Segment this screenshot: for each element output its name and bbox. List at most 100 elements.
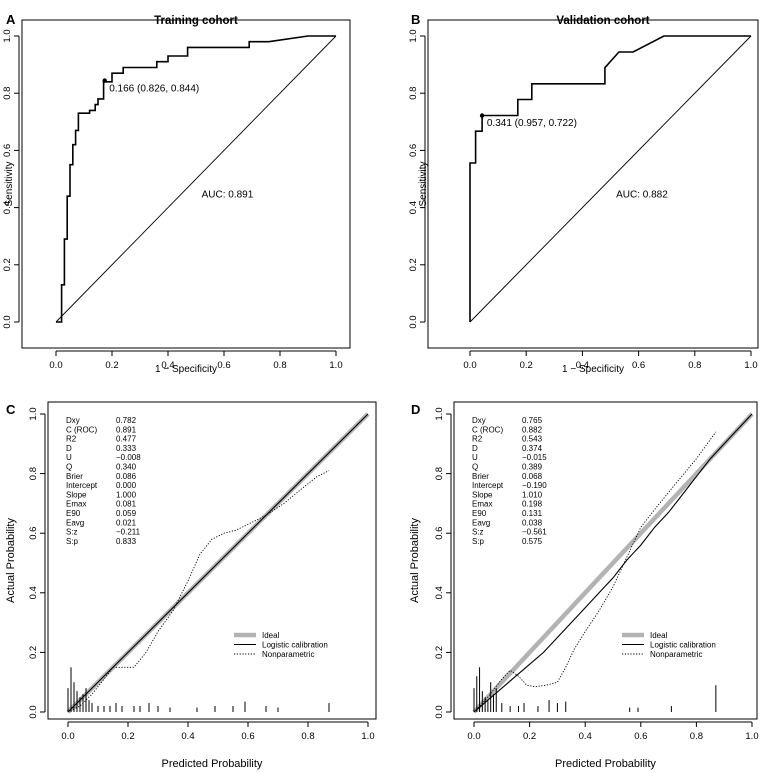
threshold-point xyxy=(102,78,107,83)
stat-value: 0.477 xyxy=(116,435,137,444)
y-tick-label: 0.8 xyxy=(28,467,39,480)
legend-logistic-label: Logistic calibration xyxy=(262,641,328,650)
x-tick-label: 0.6 xyxy=(632,360,645,371)
x-tick-label: 0.8 xyxy=(690,731,703,742)
logistic-calibration-line xyxy=(67,413,369,713)
stat-label: Brier xyxy=(66,472,83,481)
x-tick-label: 0.6 xyxy=(634,731,647,742)
stat-label: Brier xyxy=(472,472,489,481)
y-tick-label: 1.0 xyxy=(2,29,13,42)
x-axis-label: Predicted Probability xyxy=(162,758,263,770)
threshold-point xyxy=(479,113,485,118)
stat-label: E90 xyxy=(66,509,81,518)
panel-d: D 0.0 0.2 0.4 0.6 0.8 1.0 0.0 0.2 0.4 0.6 0.8 1.0 Pre… xyxy=(409,401,759,770)
y-tick-label: 0.2 xyxy=(2,258,13,271)
y-tick-label: 0.4 xyxy=(434,586,445,599)
stat-value: 0.575 xyxy=(522,537,543,546)
stat-value: −0.561 xyxy=(522,528,547,537)
panel-b: B Validation cohort 0.0 0.2 0.4 0.6 0.8 1.0 0.0 0… xyxy=(408,12,759,375)
stat-label: Eavg xyxy=(66,518,84,527)
y-axis-label: Sensitivity xyxy=(4,161,15,206)
auc-label: AUC: 0.882 xyxy=(616,189,668,200)
stat-label: Q xyxy=(66,463,72,472)
stat-value: 0.086 xyxy=(116,472,137,481)
y-tick-label: 0.4 xyxy=(28,586,39,599)
stat-label: Emax xyxy=(472,500,492,509)
x-tick-label: 1.0 xyxy=(329,360,342,371)
reference-diagonal xyxy=(469,35,752,323)
x-axis-label: Predicted Probability xyxy=(555,758,656,770)
x-tick-label: 0.4 xyxy=(181,731,194,742)
panel-letter: C xyxy=(6,402,16,417)
stat-value: 0.882 xyxy=(522,425,543,434)
x-axis-label: 1 − Specificity xyxy=(562,364,624,375)
stat-label: Intercept xyxy=(66,481,98,490)
roc-curve xyxy=(56,35,336,323)
plot-frame xyxy=(453,401,758,720)
y-tick-label: 0.6 xyxy=(434,527,445,540)
panel-a: A Training cohort 0.0 0.2 0.4 0.6 0.8 1.0 0.0 0.2… xyxy=(2,12,351,375)
y-tick-label: 0.4 xyxy=(2,201,13,214)
x-tick-label: 1.0 xyxy=(361,731,374,742)
x-tick-label: 0.6 xyxy=(217,360,230,371)
stat-label: Eavg xyxy=(472,518,490,527)
stat-value: 0.543 xyxy=(522,435,543,444)
x-tick-label: 0.8 xyxy=(273,360,286,371)
x-tick-label: 0.4 xyxy=(576,360,589,371)
stat-label: S:p xyxy=(472,537,485,546)
legend-ideal-label: Ideal xyxy=(650,631,668,640)
x-tick-label: 0.2 xyxy=(520,360,533,371)
ideal-line xyxy=(472,412,754,714)
y-axis-label: Actual Probability xyxy=(409,518,421,603)
plot-frame xyxy=(21,19,351,349)
stat-label: Dxy xyxy=(472,416,486,425)
y-tick-label: 1.0 xyxy=(28,407,39,420)
y-tick-label: 0.2 xyxy=(28,646,39,659)
stat-label: U xyxy=(66,453,72,462)
stat-value: −0.211 xyxy=(116,528,141,537)
stat-label: D xyxy=(472,444,478,453)
x-tick-label: 0.4 xyxy=(579,731,592,742)
stat-value: 0.021 xyxy=(116,518,137,527)
stat-label: Emax xyxy=(66,500,86,509)
y-tick-label: 0.0 xyxy=(28,705,39,718)
stat-value: 0.340 xyxy=(116,463,137,472)
y-tick-label: 0.2 xyxy=(408,258,419,271)
reference-diagonal xyxy=(55,35,337,323)
stat-value: 0.068 xyxy=(522,472,543,481)
x-axis-label: 1 − Specificity xyxy=(155,364,217,375)
y-tick-label: 0.6 xyxy=(28,527,39,540)
stat-label: Intercept xyxy=(472,481,504,490)
x-tick-label: 0.4 xyxy=(161,360,174,371)
y-tick-label: 0.8 xyxy=(434,467,445,480)
y-tick-label: 0.6 xyxy=(2,144,13,157)
stat-value: 1.000 xyxy=(116,490,137,499)
stat-label: Dxy xyxy=(66,416,80,425)
stat-label: R2 xyxy=(66,435,77,444)
threshold-label: 0.341 (0.957, 0.722) xyxy=(487,118,577,129)
stat-value: 0.891 xyxy=(116,425,137,434)
y-axis-label: Actual Probability xyxy=(5,518,17,603)
stat-value: −0.015 xyxy=(522,453,547,462)
y-tick-label: 0.0 xyxy=(408,315,419,328)
x-tick-label: 1.0 xyxy=(744,360,757,371)
y-tick-label: 0.8 xyxy=(2,87,13,100)
y-tick-label: 0.4 xyxy=(408,201,419,214)
nonparametric-line xyxy=(473,431,717,713)
panel-c: C 0.0 0.2 0.4 0.6 0.8 1.0 0.0 0.2 0.4 0.6 0.8 1.0 Pre… xyxy=(5,401,377,770)
y-tick-label: 1.0 xyxy=(408,29,419,42)
stat-value: 0.198 xyxy=(522,500,543,509)
stat-value: 0.389 xyxy=(522,463,543,472)
stat-label: C (ROC) xyxy=(66,425,97,434)
stat-value: 0.765 xyxy=(522,416,543,425)
plot-frame xyxy=(427,19,759,349)
legend-ideal-label: Ideal xyxy=(262,631,280,640)
stat-label: Slope xyxy=(66,490,87,499)
stat-value: −0.190 xyxy=(522,481,547,490)
stat-label: U xyxy=(472,453,478,462)
x-tick-label: 0.2 xyxy=(523,731,536,742)
stat-value: −0.008 xyxy=(116,453,141,462)
x-tick-label: 0.6 xyxy=(241,731,254,742)
stat-value: 0.059 xyxy=(116,509,137,518)
